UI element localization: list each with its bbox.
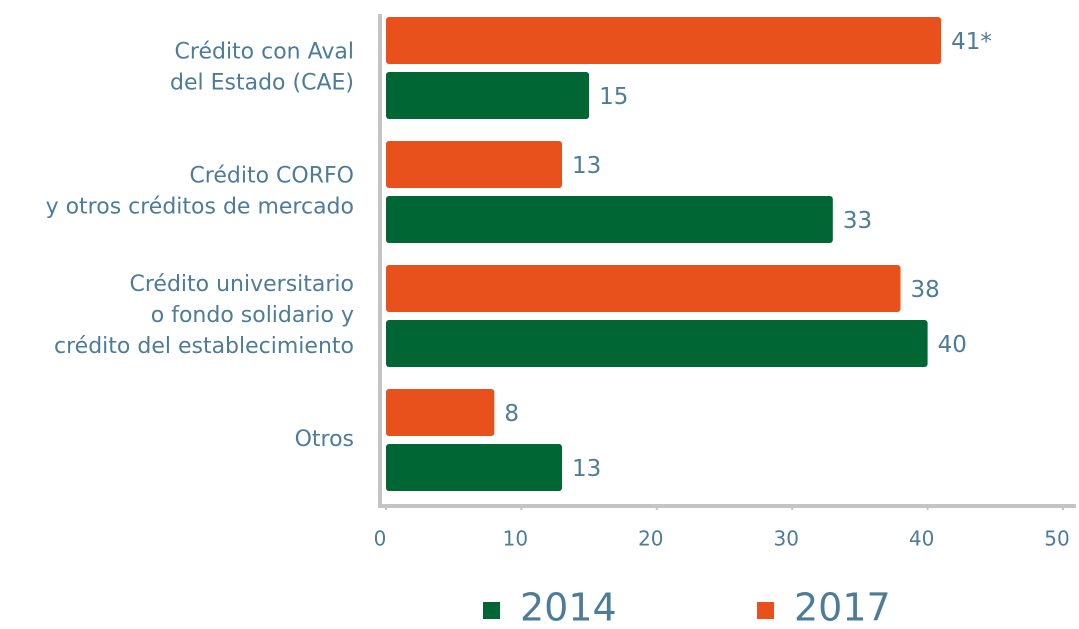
data-label: 41* [951, 29, 992, 55]
bar [386, 320, 928, 367]
x-tick-label: 50 [1044, 527, 1069, 551]
bar [386, 17, 942, 64]
x-tick-label: 20 [638, 527, 663, 551]
category-label: Otros [295, 427, 354, 452]
bar [386, 444, 563, 491]
x-tick-label: 40 [909, 527, 934, 551]
x-tick-label: 10 [503, 527, 528, 551]
category-label: o fondo solidario y [151, 303, 354, 328]
bar [386, 389, 495, 436]
category-label: del Estado (CAE) [170, 71, 354, 96]
data-label: 40 [938, 332, 967, 358]
legend-swatch [757, 602, 774, 619]
data-label: 33 [843, 208, 872, 234]
category-label: Crédito CORFO [189, 164, 354, 189]
bar [386, 265, 901, 312]
legend-swatch [483, 602, 500, 619]
x-tick-label: 0 [374, 527, 387, 551]
category-label: Crédito universitario [129, 272, 354, 297]
legend-label: 2014 [520, 586, 617, 629]
data-label: 13 [572, 456, 601, 482]
x-tick-label: 30 [773, 527, 798, 551]
bar [386, 141, 563, 188]
legend-label: 2017 [794, 586, 891, 629]
bar [386, 72, 590, 119]
category-label: crédito del establecimiento [54, 334, 354, 359]
data-label: 15 [599, 84, 628, 110]
data-label: 8 [504, 401, 519, 427]
data-label: 13 [572, 153, 601, 179]
data-label: 38 [911, 277, 940, 303]
bar [386, 196, 833, 243]
category-label: y otros créditos de mercado [46, 195, 354, 220]
category-label: Crédito con Aval [175, 40, 354, 65]
